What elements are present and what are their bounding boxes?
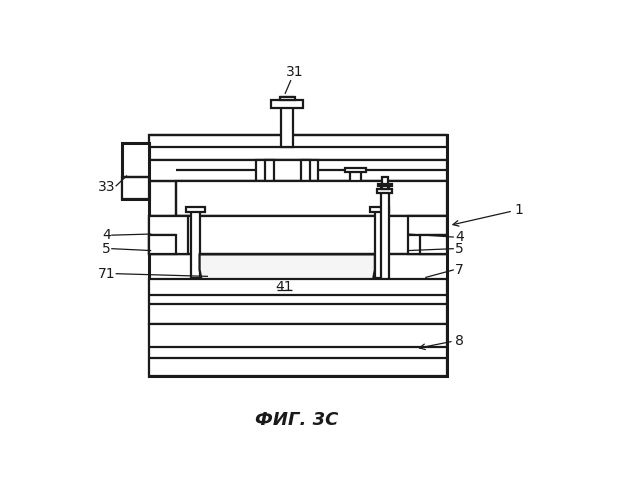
Bar	[149, 160, 447, 182]
Bar	[375, 208, 383, 291]
Text: 5: 5	[455, 242, 464, 256]
Bar	[256, 160, 318, 182]
Bar	[190, 208, 199, 291]
Bar	[271, 100, 303, 108]
Bar	[370, 208, 389, 212]
Text: 41: 41	[276, 280, 293, 294]
Bar	[376, 278, 383, 291]
Text: 7: 7	[455, 263, 464, 277]
Text: ФИГ. 3С: ФИГ. 3С	[255, 411, 338, 429]
Bar	[345, 168, 366, 172]
Bar	[256, 182, 318, 198]
Bar	[149, 135, 447, 376]
Bar	[149, 280, 447, 324]
Text: 8: 8	[455, 334, 464, 348]
Bar	[378, 184, 392, 186]
Bar	[382, 178, 388, 189]
Bar	[186, 208, 204, 212]
Bar	[192, 278, 199, 291]
Bar	[149, 235, 176, 255]
Bar	[271, 198, 303, 210]
Bar	[281, 96, 294, 146]
Bar	[122, 143, 149, 199]
Bar	[149, 216, 447, 254]
Bar	[381, 185, 389, 324]
Bar	[149, 324, 447, 376]
Bar	[176, 182, 447, 216]
Bar	[408, 216, 447, 254]
Text: 31: 31	[285, 65, 303, 79]
Text: 4: 4	[455, 230, 464, 244]
Bar	[301, 160, 310, 198]
Bar	[377, 189, 392, 193]
Bar	[260, 209, 315, 216]
Bar	[280, 96, 295, 100]
Text: 1: 1	[514, 203, 523, 217]
Bar	[420, 235, 447, 255]
Text: 71: 71	[97, 266, 115, 280]
Text: 5: 5	[102, 242, 111, 256]
Bar	[122, 178, 149, 199]
Bar	[149, 216, 189, 254]
Bar	[265, 160, 274, 198]
Bar	[350, 170, 361, 198]
Text: 33: 33	[97, 180, 115, 194]
Text: 4: 4	[102, 228, 111, 242]
Bar	[149, 135, 447, 146]
Polygon shape	[199, 254, 375, 324]
